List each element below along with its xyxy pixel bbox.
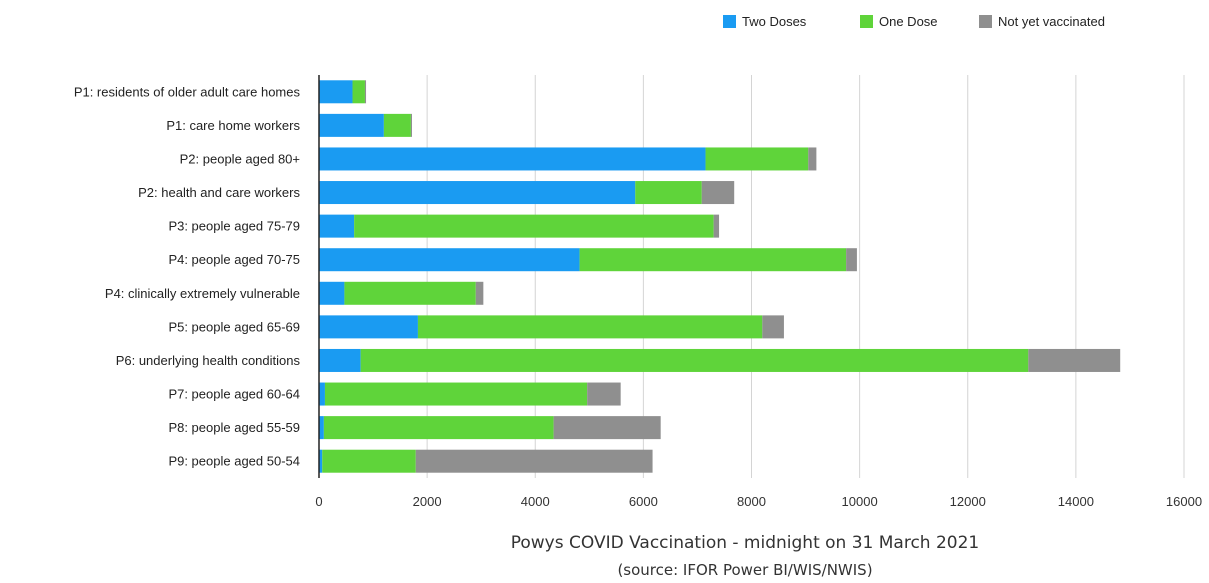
bar-segment	[587, 382, 621, 406]
bar-segment	[319, 281, 345, 305]
bar-segment	[553, 416, 661, 440]
bar-segment	[1028, 348, 1121, 372]
bar-segment	[713, 214, 720, 238]
category-label: P3: people aged 75-79	[168, 219, 300, 234]
category-label: P1: care home workers	[166, 118, 300, 133]
bar-segment	[319, 248, 580, 272]
legend-swatch	[860, 15, 873, 28]
x-tick-label: 6000	[629, 494, 658, 509]
chart-subtitle: (source: IFOR Power BI/WIS/NWIS)	[617, 561, 872, 579]
bar-segment	[415, 449, 653, 473]
bar-segment	[846, 248, 857, 272]
category-label: P4: clinically extremely vulnerable	[105, 286, 300, 301]
category-label: P2: health and care workers	[138, 185, 300, 200]
bar-segment	[319, 449, 323, 473]
x-tick-labels: 0 2000 4000 6000 8000 10000 12000 14000 16000	[315, 494, 1202, 509]
bar-segment	[475, 281, 484, 305]
category-label: P7: people aged 60-64	[168, 387, 300, 402]
bar-segment	[635, 181, 702, 205]
grid-lines	[426, 75, 1185, 478]
bar-segment	[319, 315, 418, 339]
bar-segment	[808, 147, 817, 171]
x-tick-label: 10000	[842, 494, 878, 509]
category-label: P9: people aged 50-54	[168, 454, 300, 469]
bar-segment	[410, 113, 412, 137]
category-label: P6: underlying health conditions	[116, 353, 301, 368]
x-tick-label: 16000	[1166, 494, 1202, 509]
bar-segment	[383, 113, 411, 137]
bar-segment	[324, 382, 588, 406]
category-label: P1: residents of older adult care homes	[74, 84, 301, 99]
chart-title: Powys COVID Vaccination - midnight on 31…	[511, 533, 980, 553]
bar-segment	[417, 315, 763, 339]
bar-segment	[319, 382, 325, 406]
x-tick-label: 0	[315, 494, 322, 509]
bar-segment	[319, 113, 384, 137]
bar-segment	[352, 80, 365, 104]
bar-segment	[319, 147, 706, 171]
x-tick-label: 4000	[521, 494, 550, 509]
bar-segment	[354, 214, 714, 238]
legend: Two Doses One Dose Not yet vaccinated	[723, 14, 1105, 29]
bar-segment	[322, 449, 416, 473]
bar-segment	[319, 80, 353, 104]
bar-segment	[323, 416, 554, 440]
bar-segment	[319, 181, 636, 205]
category-label: P5: people aged 65-69	[168, 319, 300, 334]
legend-label: Not yet vaccinated	[998, 14, 1105, 29]
bar-segment	[701, 181, 735, 205]
legend-swatch	[723, 15, 736, 28]
x-tick-label: 12000	[950, 494, 986, 509]
bar-segment	[762, 315, 784, 339]
legend-label: Two Doses	[742, 14, 807, 29]
bar-segment	[360, 348, 1029, 372]
legend-label: One Dose	[879, 14, 938, 29]
legend-swatch	[979, 15, 992, 28]
category-label: P2: people aged 80+	[180, 151, 300, 166]
bar-segment	[319, 214, 355, 238]
category-label: P8: people aged 55-59	[168, 420, 300, 435]
x-tick-label: 2000	[413, 494, 442, 509]
bar-segment	[579, 248, 847, 272]
bar-segment	[705, 147, 809, 171]
bar-segment	[344, 281, 476, 305]
category-label: P4: people aged 70-75	[168, 252, 300, 267]
bar-segment	[319, 416, 324, 440]
bar-segment	[364, 80, 367, 104]
bar-segment	[319, 348, 361, 372]
category-labels: P1: residents of older adult care homes P…	[74, 84, 301, 468]
x-tick-label: 8000	[737, 494, 766, 509]
bars	[319, 80, 1121, 473]
x-tick-label: 14000	[1058, 494, 1094, 509]
